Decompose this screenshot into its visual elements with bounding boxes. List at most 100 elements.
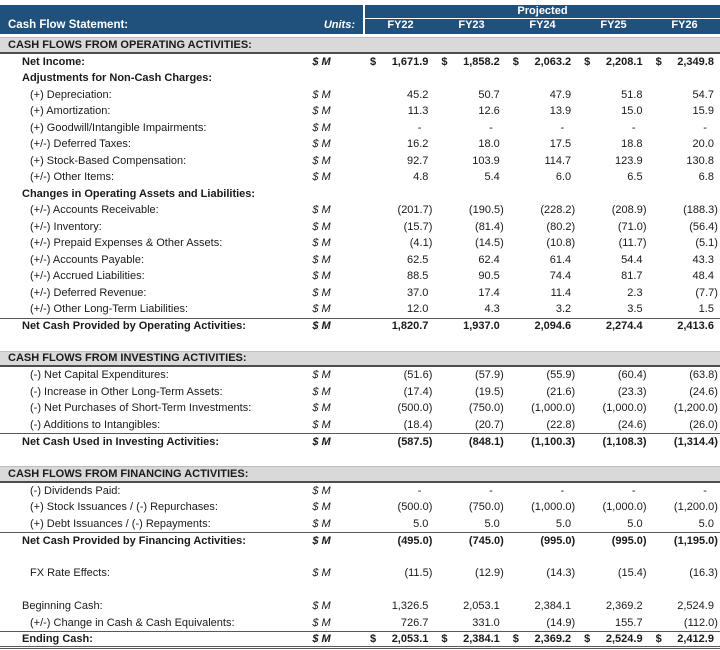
total-row: Ending Cash: $ M $2,053.1 $2,384.1 $2,369.2 $… — [0, 631, 720, 649]
value-cell: 37.0 — [406, 286, 429, 299]
value-cell: (1,200.0) — [673, 501, 718, 514]
spacer-row — [0, 334, 720, 351]
value-cell: (14.3) — [546, 567, 576, 580]
value-cell: 2,274.4 — [605, 320, 643, 333]
value-cell: 123.9 — [615, 154, 643, 167]
units-cell: $ M — [312, 138, 331, 151]
value-cell: 62.5 — [406, 253, 429, 266]
value-cell: (7.7) — [695, 286, 718, 299]
value-cell: (21.6) — [546, 385, 576, 398]
fiscal-year-header-row: FY22 FY23 FY24 FY25 FY26 — [365, 19, 720, 34]
value-cell: (51.6) — [403, 369, 433, 382]
value-cell: (80.2) — [546, 220, 576, 233]
value-number: 2,053.1 — [391, 632, 429, 645]
value-cell: 20.0 — [692, 138, 714, 151]
row-label: (+/-) Accrued Liabilities: — [30, 270, 145, 283]
value-cell: (56.4) — [689, 220, 718, 233]
table-row: (+/-) Other Items: $ M 4.8 5.4 6.0 6.5 6.8 — [0, 169, 720, 186]
units-cell: $ M — [312, 270, 331, 283]
value-cell: 15.0 — [621, 105, 643, 118]
column-header-fy25: FY25 — [600, 19, 627, 31]
value-cell: - — [417, 484, 422, 497]
value-cell: (1,195.0) — [673, 534, 718, 547]
units-cell: $ M — [312, 55, 331, 68]
value-number: 2,412.9 — [677, 632, 714, 645]
row-label: (+/-) Prepaid Expenses & Other Assets: — [30, 237, 223, 250]
row-label: (+/-) Deferred Revenue: — [30, 286, 147, 299]
value-cell: 5.0 — [484, 517, 500, 530]
value-cell: 62.4 — [478, 253, 500, 266]
value-cell: 6.5 — [627, 171, 643, 184]
units-cell: $ M — [312, 171, 331, 184]
value-cell: 74.4 — [549, 270, 572, 283]
value-cell: 54.7 — [692, 88, 714, 101]
value-cell: 90.5 — [478, 270, 500, 283]
value-cell: 13.9 — [549, 105, 572, 118]
value-cell: 5.0 — [627, 517, 643, 530]
row-label: (+/-) Other Items: — [30, 171, 115, 184]
value-number: 2,349.8 — [677, 55, 714, 68]
value-cell: 11.4 — [550, 286, 572, 299]
row-label: (-) Dividends Paid: — [30, 484, 121, 497]
value-cell: 331.0 — [472, 616, 500, 629]
table-row: (+/-) Prepaid Expenses & Other Assets: $ … — [0, 235, 720, 252]
value-cell: 4.3 — [484, 303, 500, 316]
projected-columns-block: Projected FY22 FY23 FY24 FY25 FY26 — [363, 5, 720, 34]
table-row: (+) Amortization: $ M 11.3 12.6 13.9 15.0 15.9 — [0, 103, 720, 120]
value-cell: (750.0) — [468, 501, 504, 514]
value-cell: (24.6) — [689, 385, 718, 398]
section-header-row: CASH FLOWS FROM INVESTING ACTIVITIES: — [0, 350, 720, 367]
value-cell: 6.8 — [698, 171, 714, 184]
dollar-sign: $ — [370, 55, 377, 68]
column-header-fy26: FY26 — [671, 19, 698, 31]
row-label: (+/-) Change in Cash & Cash Equivalents: — [30, 616, 235, 629]
units-cell: $ M — [312, 121, 331, 134]
units-cell: $ M — [312, 286, 331, 299]
table-row: (-) Additions to Intangibles: $ M (18.4) (2… — [0, 417, 720, 434]
value-cell: - — [703, 484, 707, 497]
value-cell: $1,671.9 — [363, 56, 434, 68]
column-header-fy22: FY22 — [387, 19, 414, 31]
table-row: (+/-) Accounts Receivable: $ M (201.7) (190… — [0, 202, 720, 219]
row-label: (+) Depreciation: — [30, 88, 112, 101]
value-cell: (18.4) — [403, 418, 433, 431]
value-cell: (11.5) — [404, 567, 433, 580]
units-cell: $ M — [312, 402, 331, 415]
units-cell: $ M — [312, 253, 331, 266]
table-body: CASH FLOWS FROM OPERATING ACTIVITIES: Net… — [0, 37, 720, 649]
value-cell: 81.7 — [621, 270, 643, 283]
units-cell: $ M — [312, 204, 331, 217]
value-cell: (20.7) — [475, 418, 504, 431]
value-cell: $2,412.9 — [649, 633, 720, 645]
value-cell: (190.5) — [468, 204, 504, 217]
value-cell: 2,053.1 — [463, 600, 500, 613]
value-cell: (1,108.3) — [602, 435, 647, 448]
value-cell: (587.5) — [397, 435, 433, 448]
units-cell: $ M — [312, 418, 331, 431]
table-row: (+/-) Accrued Liabilities: $ M 88.5 90.5 74.… — [0, 268, 720, 285]
value-cell: $2,369.2 — [506, 633, 577, 645]
table-row: Adjustments for Non-Cash Charges: — [0, 70, 720, 87]
value-cell: (1,314.4) — [673, 435, 718, 448]
value-cell: 5.0 — [555, 517, 572, 530]
value-cell: (495.0) — [397, 534, 433, 547]
projected-banner: Projected — [365, 5, 720, 19]
table-row: (+/-) Deferred Taxes: $ M 16.2 18.0 17.5 18.8… — [0, 136, 720, 153]
units-cell: $ M — [312, 484, 331, 497]
value-cell: $2,208.1 — [577, 56, 648, 68]
value-cell: 2,094.6 — [534, 320, 572, 333]
table-row: (+) Depreciation: $ M 45.2 50.7 47.9 51.8 54.7 — [0, 87, 720, 104]
table-row: Net Income: $ M $1,671.9 $1,858.2 $2,063.2 $2… — [0, 54, 720, 71]
value-number: 1,671.9 — [391, 55, 429, 68]
value-cell: $2,524.9 — [577, 633, 648, 645]
dollar-sign: $ — [441, 632, 448, 645]
value-cell: - — [560, 484, 565, 497]
value-number: 1,858.2 — [463, 55, 500, 68]
value-number: 2,384.1 — [463, 632, 500, 645]
spacer-row — [0, 582, 720, 599]
row-label: FX Rate Effects: — [30, 567, 110, 580]
total-row: Net Cash Provided by Operating Activitie… — [0, 317, 720, 335]
table-row: (-) Net Purchases of Short-Term Investme… — [0, 400, 720, 417]
row-label: (-) Increase in Other Long-Term Assets: — [30, 385, 223, 398]
units-cell: $ M — [312, 534, 331, 547]
